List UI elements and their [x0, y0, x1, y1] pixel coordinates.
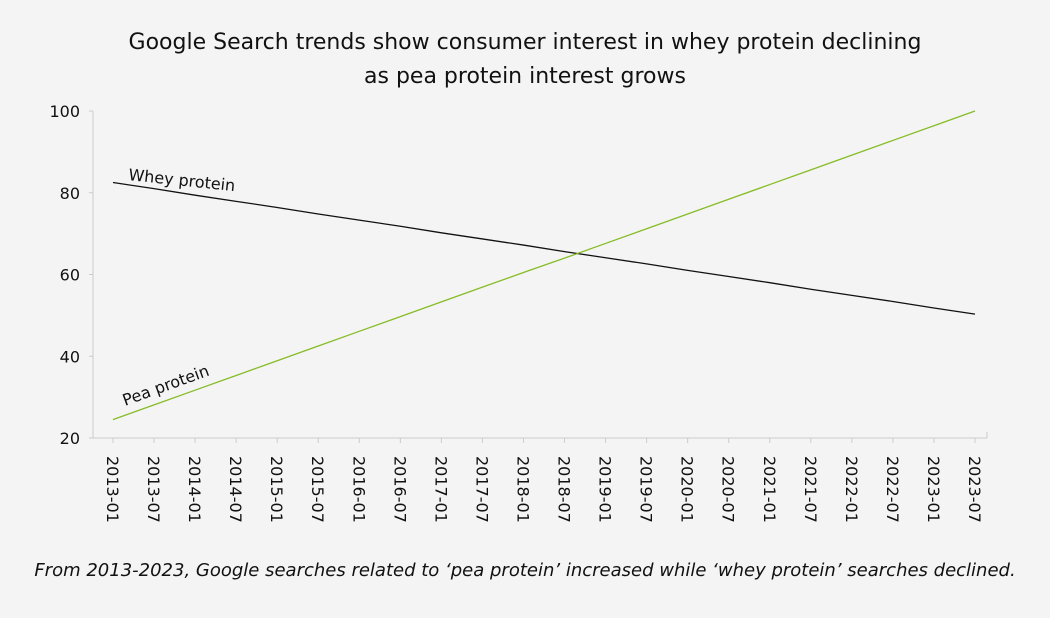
x-tick-label: 2015-01 [267, 456, 286, 523]
x-tick-label: 2021-07 [801, 456, 820, 523]
x-tick-label: 2014-07 [226, 456, 245, 523]
series-label: Whey protein [128, 165, 237, 195]
y-tick-label: 100 [49, 102, 80, 121]
chart-title: Google Search trends show consumer inter… [128, 30, 922, 89]
x-tick-label: 2016-07 [390, 456, 409, 523]
x-tick-label: 2013-07 [144, 456, 163, 523]
x-tick-label: 2018-01 [513, 456, 532, 523]
x-tick-label: 2014-01 [185, 456, 204, 523]
x-tick-label: 2022-01 [842, 456, 861, 523]
x-tick-label: 2020-07 [719, 456, 738, 523]
x-tick-label: 2015-07 [308, 456, 327, 523]
x-tick-label: 2020-01 [678, 456, 697, 523]
y-tick-label: 20 [60, 429, 80, 448]
x-tick-label: 2016-01 [349, 456, 368, 523]
x-tick-label: 2021-01 [760, 456, 779, 523]
title-wrap: Google Search trends show consumer inter… [0, 26, 1050, 94]
x-tick-label: 2019-01 [596, 456, 615, 523]
x-tick-label: 2022-07 [883, 456, 902, 523]
series-line [112, 181, 976, 315]
x-tick-label: 2018-07 [555, 456, 574, 523]
x-tick-label: 2013-01 [103, 456, 122, 523]
caption: From 2013-2023, Google searches related … [34, 560, 1016, 581]
x-tick-label: 2019-07 [637, 456, 656, 523]
x-tick-label: 2023-01 [924, 456, 943, 523]
y-tick-label: 80 [60, 184, 80, 203]
series-line [112, 110, 976, 421]
y-tick-label: 40 [60, 347, 80, 366]
x-tick-label: 2017-07 [472, 456, 491, 523]
x-tick-label: 2017-01 [431, 456, 450, 523]
y-tick-label: 60 [60, 266, 80, 285]
series-label: Pea protein [120, 361, 212, 410]
x-tick-label: 2023-07 [965, 456, 984, 523]
